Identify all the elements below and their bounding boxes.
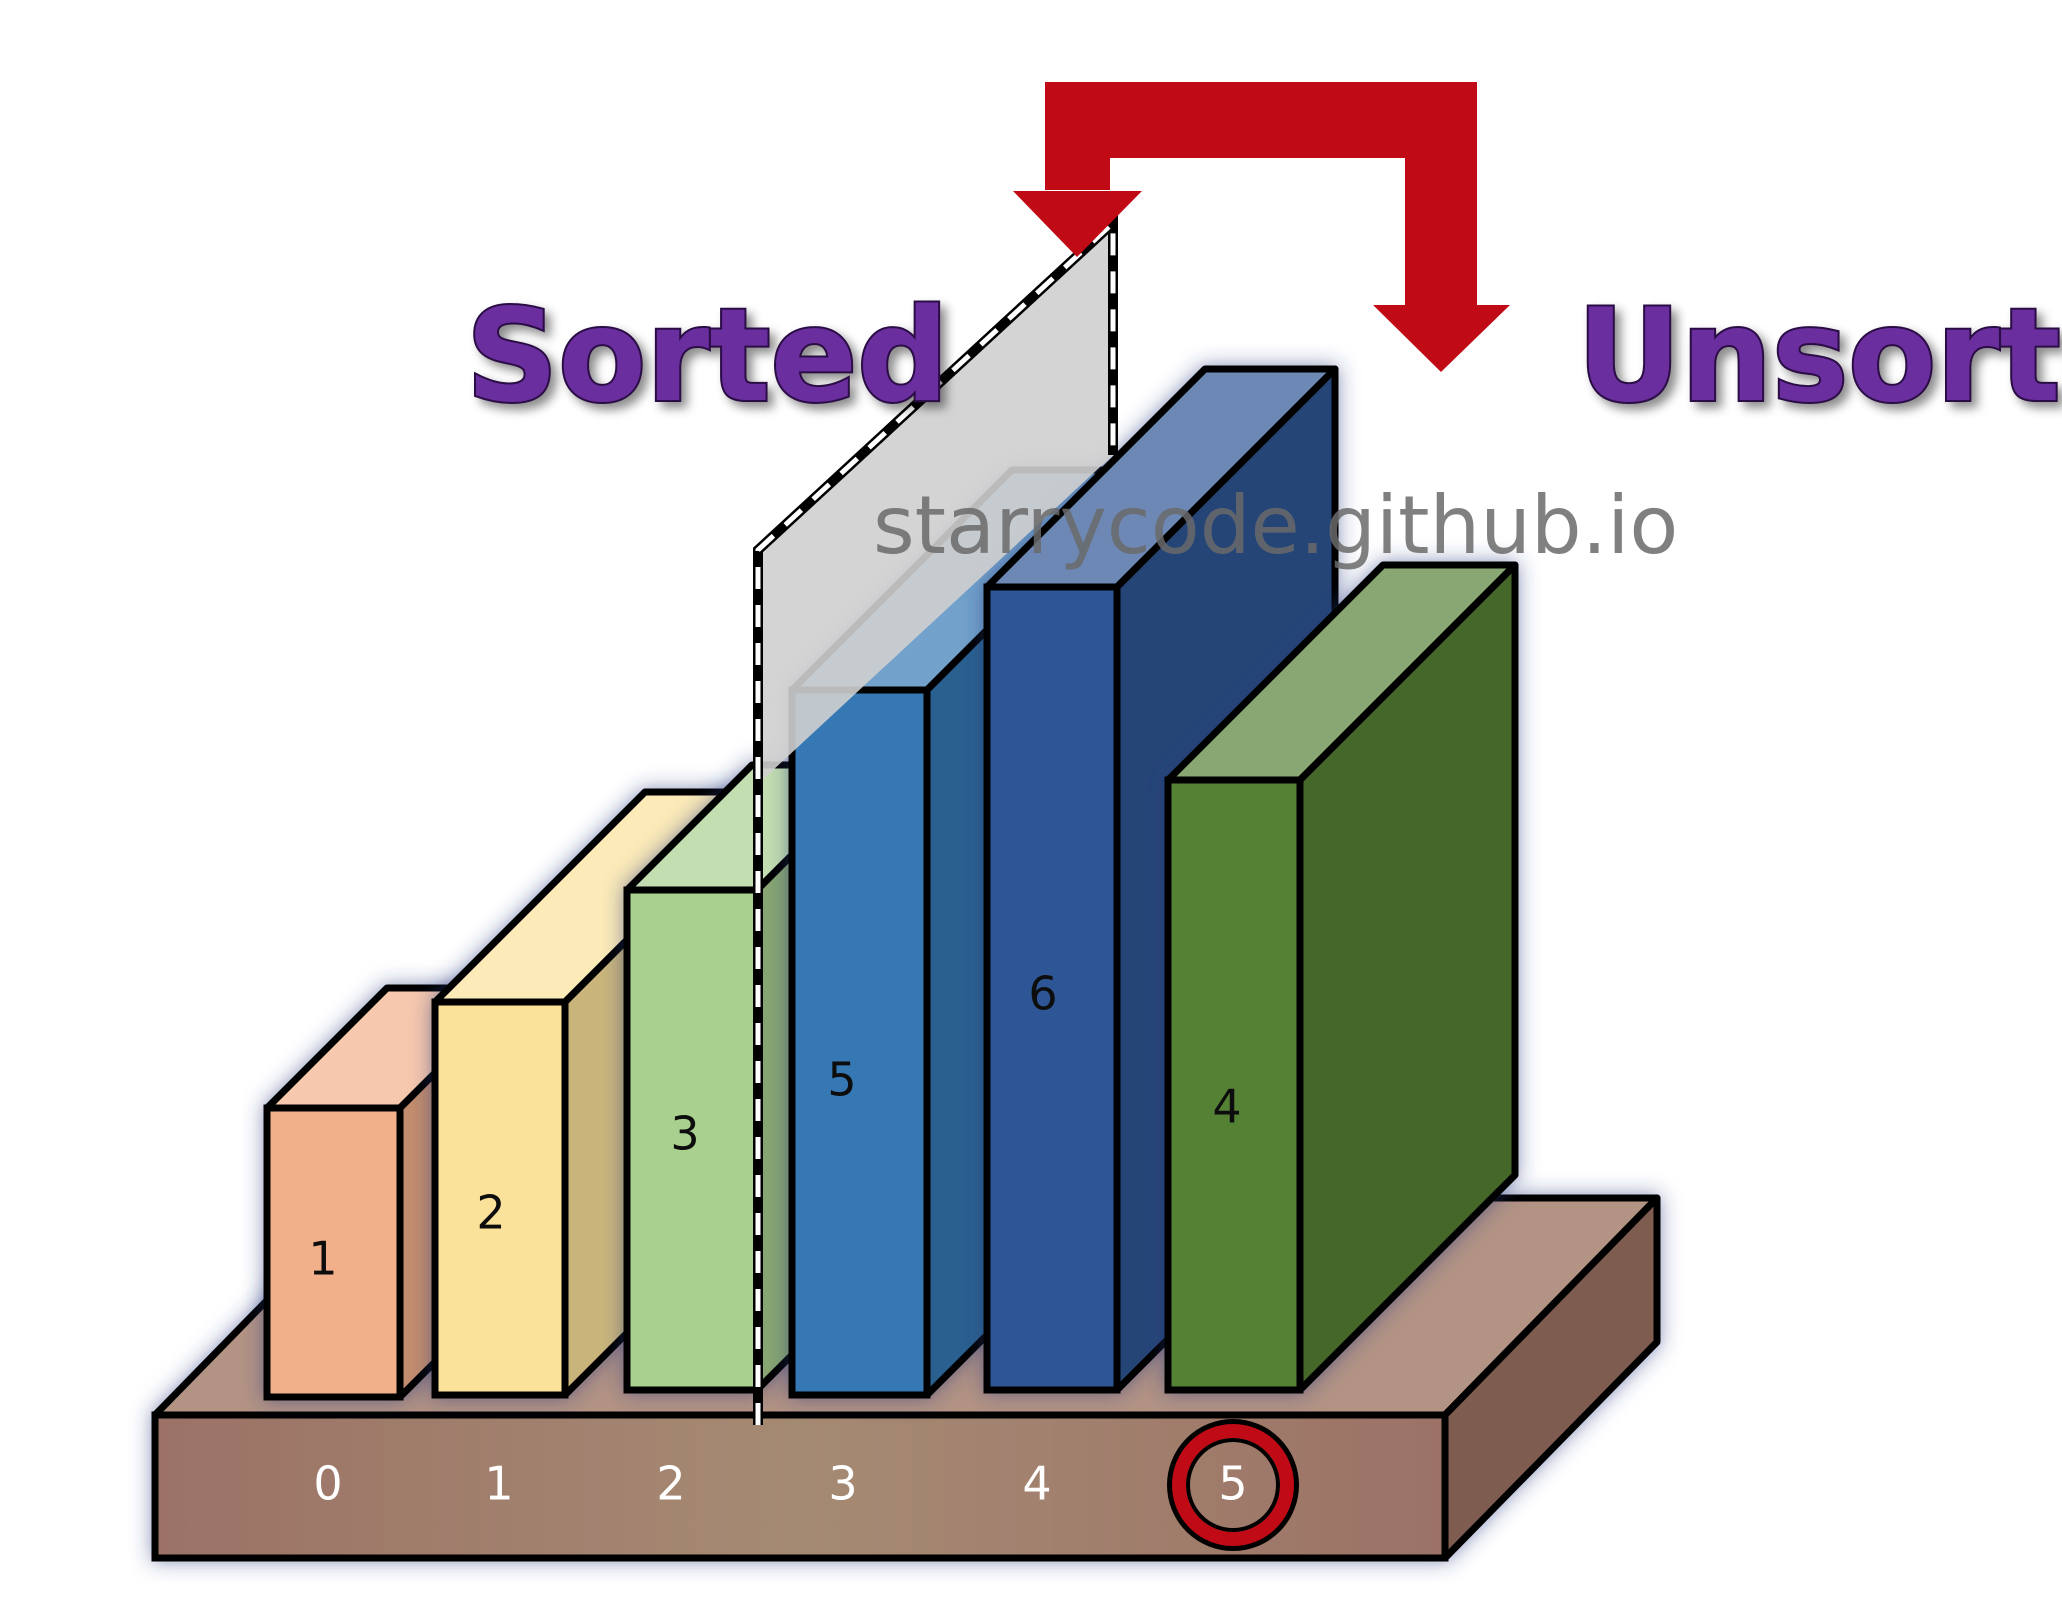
index-label-4: 4 [1022,1457,1051,1511]
unsorted-label: Unsorted [1577,282,2062,431]
index-labels: 0 1 2 3 4 5 [313,1457,1247,1511]
index-label-0: 0 [313,1457,342,1511]
sorted-label: Sorted [466,282,949,431]
arrow-head-right [1373,305,1510,372]
sorted-divider [753,211,1118,1425]
block-value-label: 3 [670,1107,699,1161]
block-value-label: 5 [827,1053,856,1107]
block-value-label: 2 [476,1186,505,1240]
watermark-text: starrycode.github.io [873,479,1678,572]
block-4: 4 [1164,561,1519,1394]
index-label-1: 1 [484,1457,513,1511]
block-front-face [983,583,1121,1394]
blocks-layer: 1 2 3 5 6 4 [263,365,1519,1401]
base-side [1441,1194,1661,1562]
block-front-face [431,998,569,1399]
block-value-label: 6 [1028,967,1057,1021]
index-label-2: 2 [656,1457,685,1511]
index-label-3: 3 [828,1457,857,1511]
block-front-face [263,1104,404,1401]
block-value-label: 4 [1212,1080,1241,1134]
block-front-face [1164,776,1304,1394]
highlight-ring [1167,1419,1299,1551]
block-front-face [623,886,761,1394]
block-value-label: 1 [308,1232,337,1286]
index-label-5: 5 [1218,1457,1247,1511]
block-front-face [788,686,931,1399]
arrow-head-left [1013,191,1142,257]
move-arrow [1013,82,1510,372]
